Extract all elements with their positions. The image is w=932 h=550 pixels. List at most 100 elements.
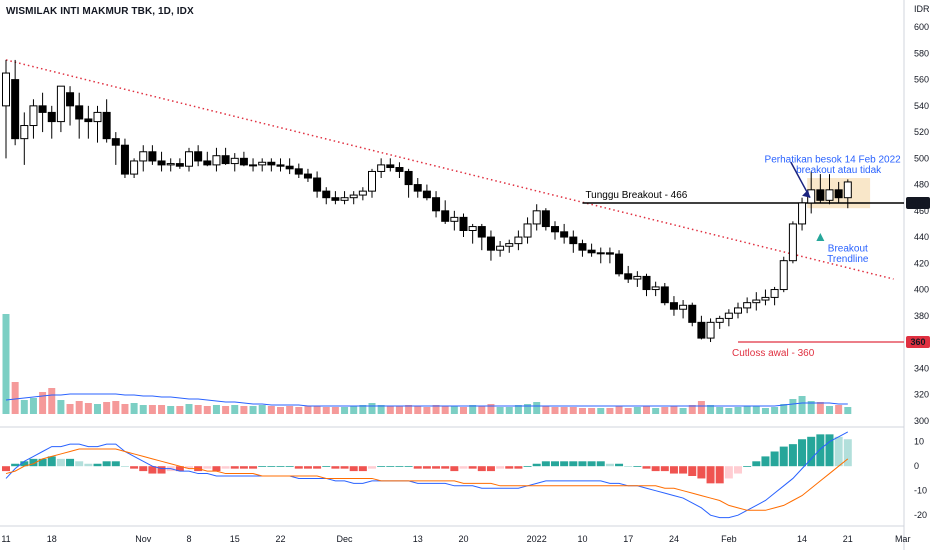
volume-bar [158,405,166,414]
volume-bar [588,408,596,414]
candle-body [715,317,724,323]
candle-body [441,210,450,222]
time-tick-label: 10 [577,534,587,544]
macd-histogram-bar [111,461,120,467]
candle-body [752,299,761,304]
macd-histogram-bar [532,463,541,467]
candle-body [84,118,93,123]
candle-body [358,190,367,196]
macd-histogram-bar [843,439,852,467]
macd-histogram-bar [816,434,825,467]
macd-histogram-bar [47,456,56,467]
volume-bar [267,406,275,414]
macd-histogram-bar [560,461,569,467]
candle-body [642,275,651,291]
candle-body [798,202,807,225]
macd-histogram-bar [313,466,322,469]
volume-bar [258,405,266,414]
macd-histogram-bar [578,461,587,467]
price-tick-label: 400 [914,285,929,295]
macd-histogram-bar [587,461,596,467]
volume-bar [322,407,330,414]
volume-bar [231,405,239,414]
price-tick-label: 440 [914,232,929,242]
volume-bar [249,406,257,414]
macd-histogram-bar [441,466,450,469]
volume-bar [606,408,614,414]
price-tick-label: 540 [914,101,929,111]
price-tag-label: 360 [910,337,925,347]
volume-bar [405,405,413,414]
macd-histogram-bar [569,461,578,467]
macd-histogram-bar [633,466,642,467]
candle-body [605,252,614,255]
volume-bar [578,408,586,414]
volume-bar [679,408,687,414]
candle-body [230,157,239,165]
volume-bar [469,405,477,414]
macd-histogram-bar [523,466,532,467]
annotation-breakout-line1: Breakout [828,244,868,255]
volume-bar [844,407,852,414]
macd-histogram-bar [688,466,697,476]
candle-body [38,105,47,113]
macd-histogram-bar [20,461,29,467]
macd-histogram-bar [660,466,669,472]
candle-body [560,231,569,238]
breakout-triangle-icon [816,233,825,242]
macd-histogram-bar [605,463,614,467]
candle-body [2,72,10,107]
macd-histogram-bar [651,466,660,472]
macd-histogram-bar [358,466,367,472]
candle-body [102,111,111,140]
volume-bar [313,406,321,414]
volume-bar [432,405,440,414]
volume-bar [212,405,220,414]
volume-bar [789,399,797,414]
volume-bar [743,406,751,414]
candle-body [322,190,331,199]
macd-histogram-bar [734,466,742,474]
volume-bar [707,405,715,414]
candle-body [651,286,660,291]
macd-histogram-bar [203,466,212,469]
volume-bar [414,406,422,414]
volume-bar [514,405,522,414]
price-tag [906,336,930,349]
volume-bar [167,406,175,414]
candle-body [669,302,678,310]
macd-histogram-bar [249,466,258,469]
time-tick-label: 18 [47,534,57,544]
macd-histogram-bar [258,466,267,467]
candle-body [285,165,294,170]
volume-bar [176,406,184,414]
volume-bar [615,406,623,414]
candle-body [468,226,477,231]
volume-bar [331,407,339,414]
candle-body [615,253,624,275]
volume-ma-line [5,393,848,407]
volume-bar [185,404,193,414]
time-tick-label: 21 [843,534,853,544]
macd-histogram-bar [157,466,166,474]
volume-bar [478,406,486,414]
volume-bar [551,407,559,414]
macd-histogram-bar [93,463,102,467]
candle-body [185,151,193,167]
candle-body [194,151,203,162]
volume-bar [11,382,19,414]
candle-body [29,105,38,127]
candle-body [157,160,166,166]
time-tick-label: 8 [186,534,191,544]
price-tick-label: 480 [914,180,929,190]
candle-body [249,164,258,167]
volume-bar [505,407,513,414]
annotation-breakout-line2: Trendline [827,254,869,265]
candle-body [569,236,578,245]
candle-body [532,210,541,225]
candle-body [75,105,84,120]
candle-body [587,249,596,254]
volume-bar [624,408,632,414]
volume-bar [771,407,779,414]
